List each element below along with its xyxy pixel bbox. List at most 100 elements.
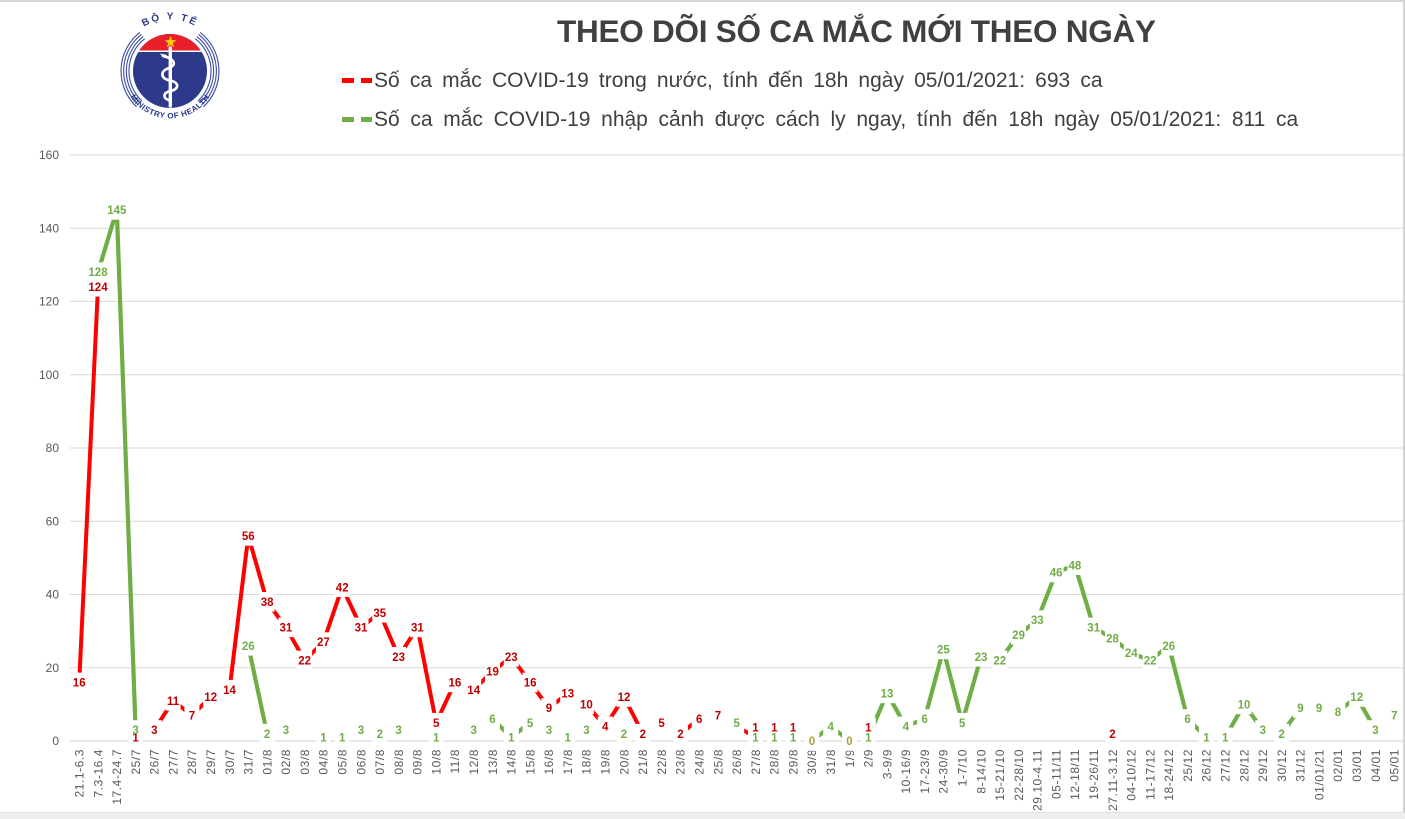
svg-text:28: 28 <box>1106 634 1119 646</box>
svg-text:6: 6 <box>921 714 927 726</box>
svg-text:14/8: 14/8 <box>505 749 519 775</box>
svg-text:4: 4 <box>903 721 910 733</box>
svg-text:5: 5 <box>959 718 966 730</box>
svg-text:1: 1 <box>790 722 797 734</box>
svg-text:2/9: 2/9 <box>862 749 876 767</box>
svg-text:3: 3 <box>151 725 157 737</box>
svg-text:23/8: 23/8 <box>674 749 688 775</box>
svg-text:2: 2 <box>377 729 383 741</box>
svg-text:38: 38 <box>261 597 274 609</box>
svg-text:160: 160 <box>39 148 59 162</box>
svg-text:6: 6 <box>1184 714 1190 726</box>
svg-text:13: 13 <box>881 689 894 701</box>
svg-text:29/12: 29/12 <box>1256 749 1270 782</box>
svg-text:04-10/12: 04-10/12 <box>1125 749 1139 801</box>
svg-text:31: 31 <box>1087 623 1100 635</box>
svg-text:04/8: 04/8 <box>317 749 331 775</box>
svg-text:1: 1 <box>132 732 139 744</box>
svg-text:25/8: 25/8 <box>711 749 725 775</box>
svg-text:19/8: 19/8 <box>599 749 613 775</box>
svg-text:11/8: 11/8 <box>448 749 462 774</box>
svg-text:2: 2 <box>1278 729 1284 741</box>
svg-text:30/12: 30/12 <box>1275 749 1289 782</box>
svg-text:10-16/9: 10-16/9 <box>899 749 913 794</box>
svg-text:3: 3 <box>1260 725 1266 737</box>
svg-text:31/7: 31/7 <box>242 749 256 775</box>
svg-text:3: 3 <box>283 725 289 737</box>
svg-text:14: 14 <box>467 685 480 697</box>
svg-text:23: 23 <box>392 652 405 664</box>
svg-text:21/8: 21/8 <box>636 749 650 775</box>
svg-text:3: 3 <box>470 725 476 737</box>
svg-text:12: 12 <box>618 692 631 704</box>
svg-text:3: 3 <box>132 725 138 737</box>
svg-text:12-18/11: 12-18/11 <box>1068 749 1082 800</box>
svg-text:2: 2 <box>1109 729 1115 741</box>
svg-text:10: 10 <box>1238 700 1251 712</box>
svg-text:0: 0 <box>846 736 852 748</box>
svg-text:28/8: 28/8 <box>768 749 782 775</box>
svg-text:15-21/10: 15-21/10 <box>993 749 1007 801</box>
svg-text:5: 5 <box>733 718 740 730</box>
svg-text:24-30/9: 24-30/9 <box>937 749 951 794</box>
svg-text:11-17/12: 11-17/12 <box>1143 749 1157 800</box>
svg-text:31/8: 31/8 <box>824 749 838 775</box>
svg-text:BỘ Y TẾ: BỘ Y TẾ <box>140 10 200 29</box>
svg-text:26/7: 26/7 <box>148 749 162 775</box>
svg-text:7: 7 <box>189 711 195 723</box>
svg-text:02/8: 02/8 <box>279 749 293 775</box>
svg-text:1: 1 <box>433 732 440 744</box>
svg-text:1-7/10: 1-7/10 <box>956 749 970 786</box>
svg-text:15/8: 15/8 <box>523 749 537 775</box>
svg-text:16: 16 <box>524 678 537 690</box>
svg-text:100: 100 <box>39 368 59 382</box>
svg-text:56: 56 <box>242 531 255 543</box>
svg-text:2: 2 <box>640 729 646 741</box>
svg-text:120: 120 <box>39 295 59 309</box>
svg-text:29.10-4.11: 29.10-4.11 <box>1031 749 1045 811</box>
svg-text:124: 124 <box>88 282 108 294</box>
svg-text:9: 9 <box>1297 703 1303 715</box>
svg-text:08/8: 08/8 <box>392 749 406 775</box>
svg-text:13/8: 13/8 <box>486 749 500 775</box>
svg-text:19-26/11: 19-26/11 <box>1087 749 1101 800</box>
svg-text:10: 10 <box>580 700 593 712</box>
svg-text:23: 23 <box>975 652 988 664</box>
svg-text:46: 46 <box>1050 568 1063 580</box>
svg-text:29: 29 <box>1012 630 1025 642</box>
svg-text:05/01: 05/01 <box>1388 749 1402 782</box>
svg-text:18-24/12: 18-24/12 <box>1162 749 1176 801</box>
svg-text:12/8: 12/8 <box>467 749 481 775</box>
svg-text:25/7: 25/7 <box>129 749 143 775</box>
svg-text:16: 16 <box>449 678 462 690</box>
svg-text:3: 3 <box>546 725 552 737</box>
svg-text:16/8: 16/8 <box>542 749 556 775</box>
svg-text:3: 3 <box>1372 725 1378 737</box>
svg-text:11: 11 <box>167 696 180 708</box>
svg-text:35: 35 <box>373 608 386 620</box>
svg-text:4: 4 <box>827 721 834 733</box>
svg-text:26/12: 26/12 <box>1200 749 1214 782</box>
svg-text:1: 1 <box>339 732 346 744</box>
svg-text:31: 31 <box>355 623 368 635</box>
svg-text:3: 3 <box>583 725 589 737</box>
svg-text:27/12: 27/12 <box>1219 749 1233 782</box>
svg-text:03/8: 03/8 <box>298 749 312 775</box>
svg-text:5: 5 <box>527 718 534 730</box>
svg-text:01/8: 01/8 <box>260 749 274 775</box>
svg-text:1: 1 <box>564 732 571 744</box>
svg-text:140: 140 <box>39 221 59 235</box>
svg-text:25/12: 25/12 <box>1181 749 1195 782</box>
svg-text:14: 14 <box>223 685 236 697</box>
svg-text:7: 7 <box>715 711 721 723</box>
svg-text:2: 2 <box>677 729 683 741</box>
svg-text:04/01: 04/01 <box>1369 749 1383 782</box>
svg-text:9: 9 <box>1316 703 1322 715</box>
svg-text:22: 22 <box>298 656 311 668</box>
svg-text:28/12: 28/12 <box>1237 749 1251 782</box>
svg-text:09/8: 09/8 <box>411 749 425 775</box>
svg-text:06/8: 06/8 <box>354 749 368 775</box>
svg-text:42: 42 <box>336 582 349 594</box>
svg-text:31: 31 <box>411 623 424 635</box>
svg-text:1: 1 <box>1222 732 1229 744</box>
